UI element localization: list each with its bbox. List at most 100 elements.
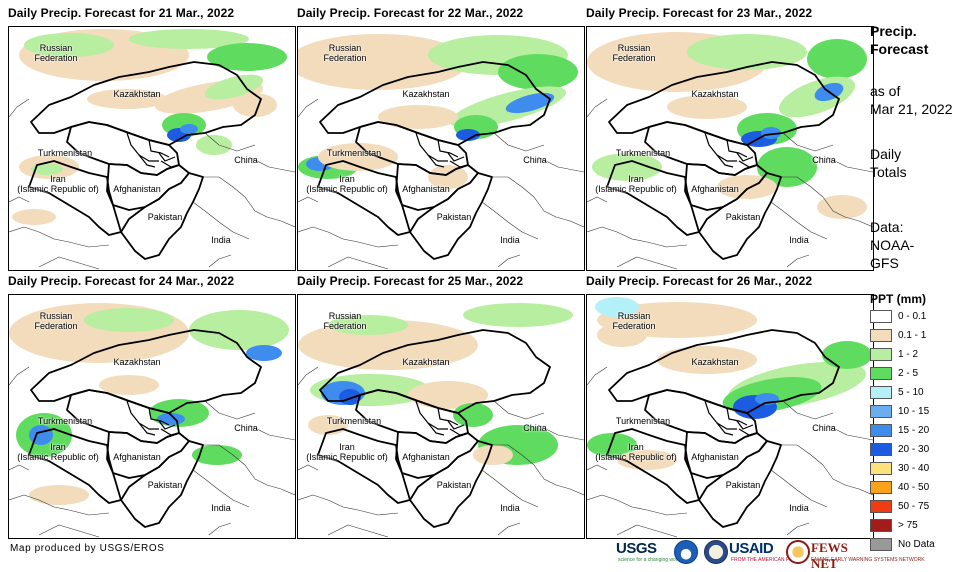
precip-area	[31, 163, 63, 175]
admin-border	[192, 469, 250, 508]
country-label-china: China	[812, 155, 836, 165]
admin-border	[782, 400, 834, 420]
legend-item: No Data	[870, 536, 965, 555]
usaid-tagline: FROM THE AMERICAN PEOPLE	[731, 557, 806, 563]
precip-area	[817, 195, 867, 219]
country-label-india: India	[789, 503, 809, 513]
precip-area	[29, 485, 89, 505]
country-border	[317, 160, 411, 236]
admin-border	[9, 464, 30, 471]
agency-logos: USGS science for a changing world USAID …	[616, 538, 925, 571]
precip-area	[408, 381, 488, 409]
country-label-iran: Iran (Islamic Republic of)	[17, 442, 99, 462]
admin-border	[203, 444, 295, 496]
country-border	[427, 154, 445, 168]
map-canvas	[298, 303, 584, 538]
country-label-pakistan: Pakistan	[147, 212, 183, 222]
panel-title: Daily Precip. Forecast for 21 Mar., 2022	[8, 6, 235, 20]
country-label-india: India	[211, 503, 231, 513]
country-label-turkmenistan: Turkmenistan	[37, 416, 93, 426]
daily-totals-note: Daily Totals	[870, 145, 907, 181]
admin-border	[298, 196, 319, 203]
legend-item: 5 - 10	[870, 384, 965, 403]
country-label-turkmenistan: Turkmenistan	[37, 148, 93, 158]
admin-border	[587, 494, 688, 516]
admin-border	[9, 196, 30, 203]
legend-title: PPT (mm)	[870, 292, 927, 306]
precip-area	[378, 105, 458, 129]
panel-title: Daily Precip. Forecast for 22 Mar., 2022	[297, 6, 524, 20]
legend-label: 5 - 10	[898, 387, 924, 398]
legend-label: 0 - 0.1	[898, 311, 927, 322]
map-6: Russian Federation Kazakhstan Turkmenistan…	[586, 294, 874, 539]
precip-area	[587, 433, 637, 457]
legend-swatch	[870, 538, 892, 551]
forecast-heading: Precip. Forecast	[870, 22, 928, 58]
country-label-russia: Russian Federation	[323, 43, 367, 63]
legend-swatch	[870, 405, 892, 418]
country-label-india: India	[211, 235, 231, 245]
country-border	[120, 440, 204, 528]
precip-area	[204, 74, 264, 100]
legend-label: 1 - 2	[898, 349, 919, 360]
panel-title: Daily Precip. Forecast for 24 Mar., 2022	[8, 274, 235, 288]
country-border	[738, 160, 758, 168]
legend-swatch	[870, 329, 892, 342]
country-border	[437, 407, 459, 426]
admin-border	[497, 254, 521, 268]
admin-border	[781, 176, 873, 228]
country-borders	[9, 61, 295, 270]
precip-area	[463, 303, 573, 327]
map-3: Russian Federation Kazakhstan Turkmenistan…	[586, 26, 874, 271]
country-borders	[9, 329, 295, 538]
legend-label: 30 - 40	[898, 463, 930, 474]
admin-border	[786, 522, 810, 536]
country-label-kazakhstan: Kazakhstan	[691, 89, 739, 99]
admin-border	[298, 98, 319, 118]
precip-field	[587, 32, 867, 219]
precip-area	[667, 95, 747, 119]
precip-area	[498, 54, 578, 90]
precip-area	[473, 445, 513, 465]
country-border	[148, 139, 170, 158]
as-of-value: Mar 21, 2022	[870, 101, 953, 117]
precip-area	[87, 89, 167, 109]
usaid-logo: USAID	[729, 540, 774, 557]
map-2: Russian Federation Kazakhstan Turkmenistan…	[297, 26, 585, 271]
admin-border	[587, 464, 608, 471]
country-label-pakistan: Pakistan	[147, 480, 183, 490]
country-label-india: India	[789, 235, 809, 245]
precip-area	[428, 165, 468, 189]
admin-border	[298, 494, 399, 516]
admin-border	[298, 464, 319, 471]
admin-border	[537, 156, 584, 173]
country-label-russia: Russian Federation	[34, 311, 78, 331]
data-source-line1: Data:	[870, 219, 904, 235]
legend-item: 30 - 40	[870, 460, 965, 479]
country-border	[449, 428, 469, 436]
legend-swatch	[870, 462, 892, 475]
country-label-kazakhstan: Kazakhstan	[691, 357, 739, 367]
precip-area	[595, 297, 639, 317]
legend-item: 20 - 30	[870, 441, 965, 460]
admin-border	[493, 400, 545, 420]
country-label-afghanistan: Afghanistan	[113, 452, 161, 462]
legend-swatch	[870, 443, 892, 456]
country-border	[437, 139, 459, 158]
country-label-kazakhstan: Kazakhstan	[113, 89, 161, 99]
legend-swatch	[870, 481, 892, 494]
legend-swatch	[870, 519, 892, 532]
precip-area	[687, 34, 807, 70]
admin-border	[786, 254, 810, 268]
admin-border	[492, 444, 584, 496]
country-border	[726, 139, 748, 158]
precip-area	[180, 124, 198, 134]
precip-area	[318, 143, 398, 171]
precip-area	[196, 135, 232, 155]
precip-area	[717, 175, 777, 199]
country-label-pakistan: Pakistan	[725, 480, 761, 490]
forecast-panel-4: Daily Precip. Forecast for 24 Mar., 2022…	[8, 274, 296, 539]
country-border	[148, 407, 170, 426]
country-border	[698, 440, 782, 528]
country-label-afghanistan: Afghanistan	[402, 452, 450, 462]
